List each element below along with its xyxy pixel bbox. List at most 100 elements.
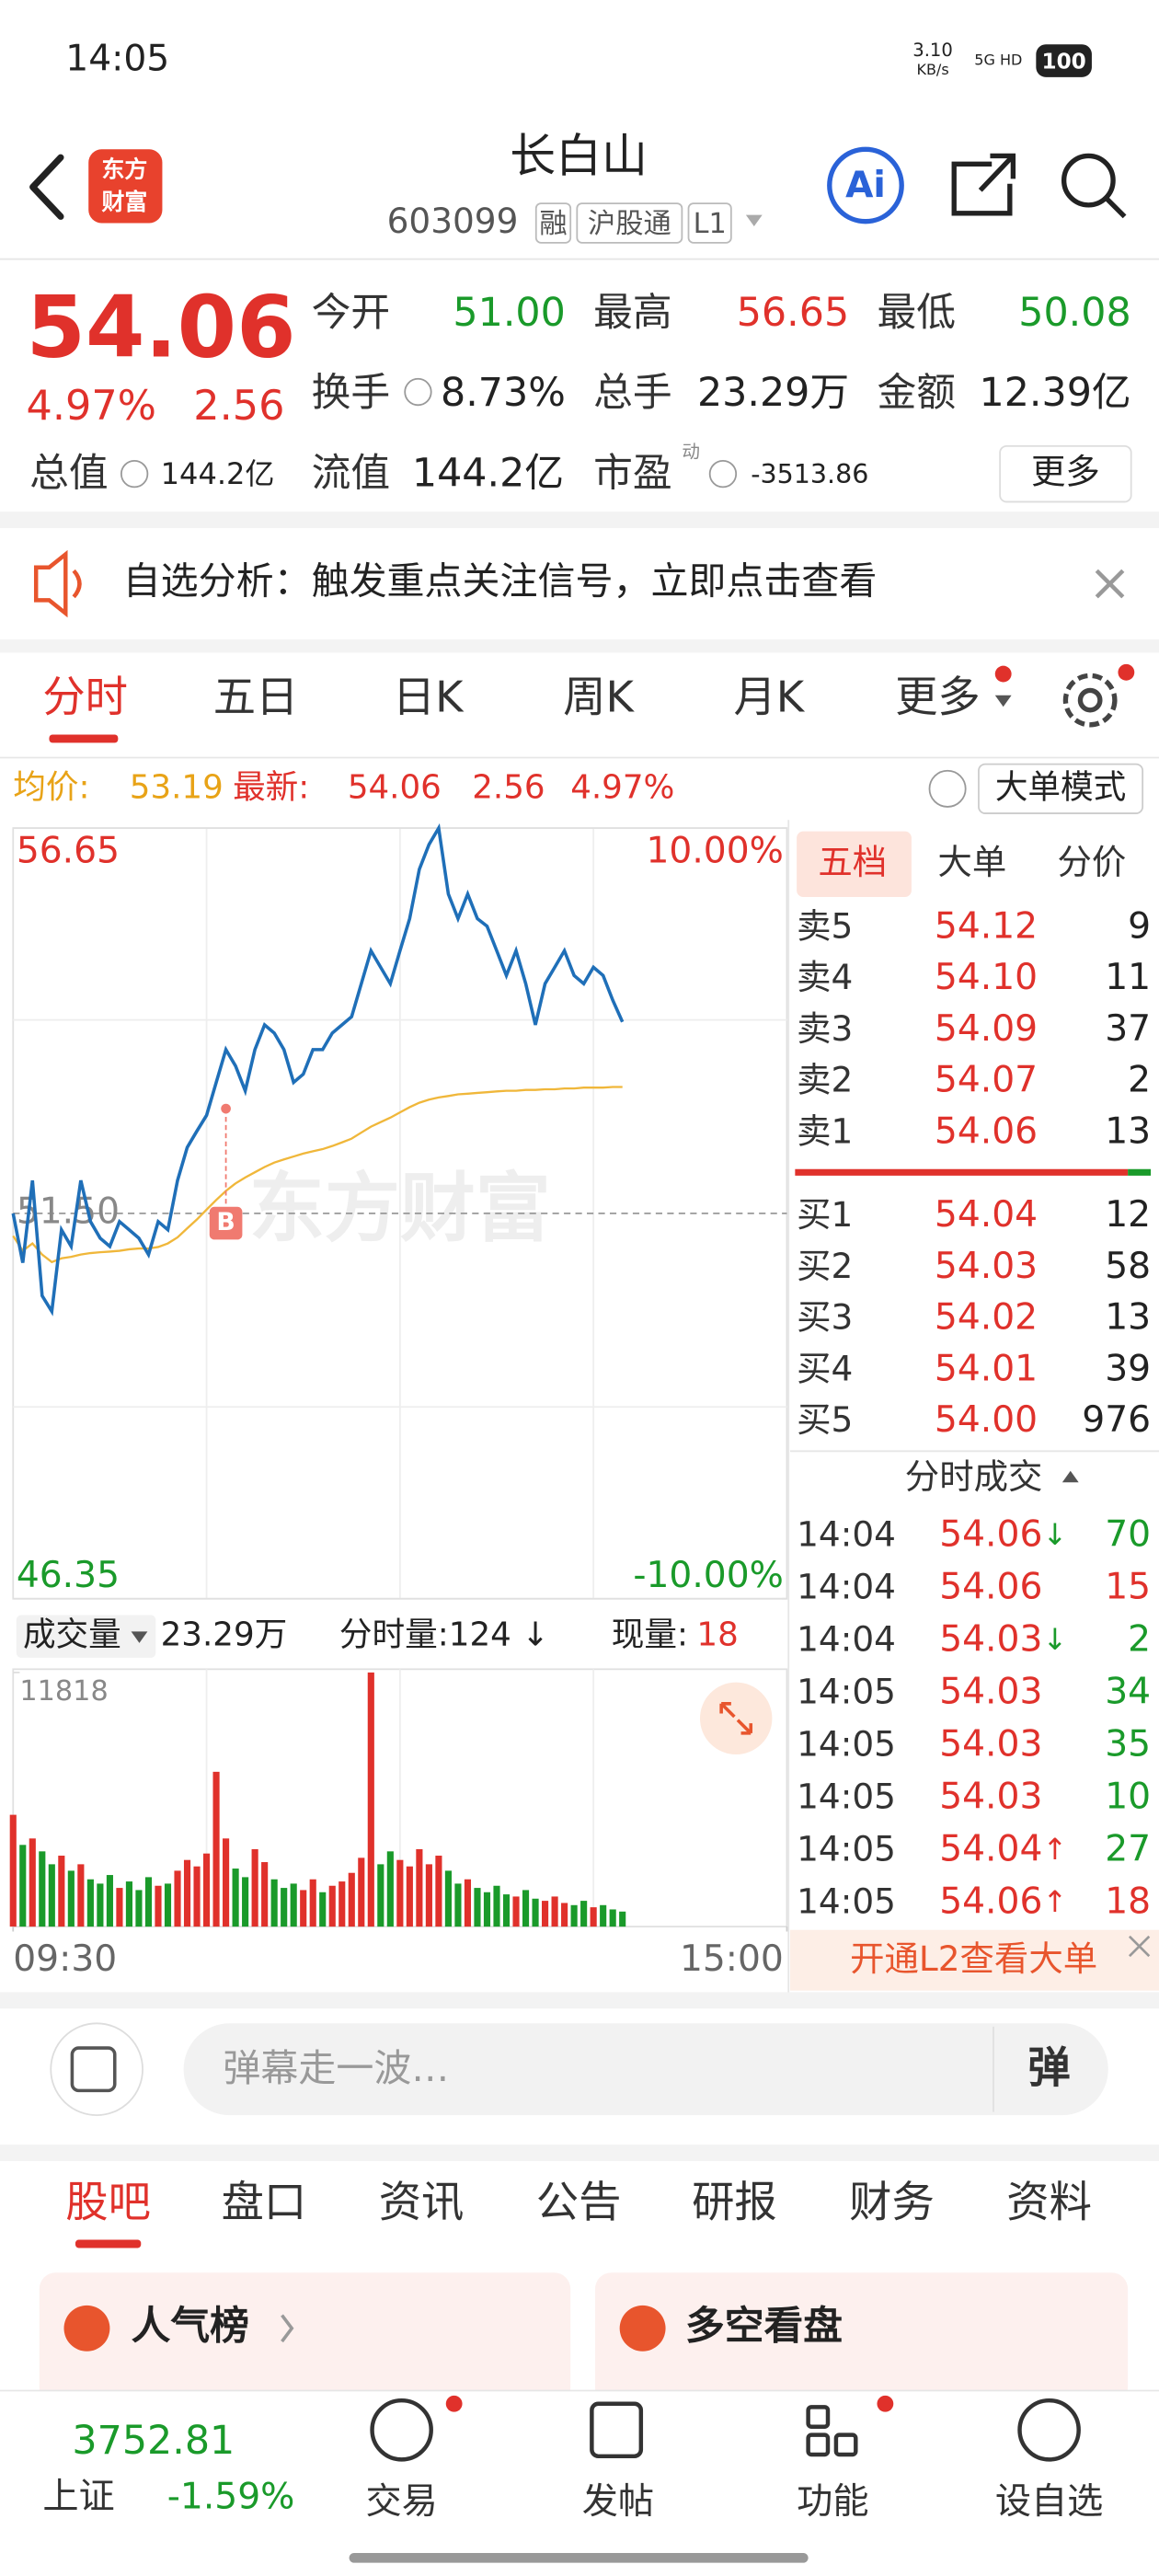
- trade-volume: 15: [1105, 1567, 1151, 1608]
- watchlist-icon[interactable]: [1017, 2398, 1081, 2462]
- more-arrow[interactable]: [994, 695, 1012, 707]
- share-button[interactable]: [951, 153, 1016, 216]
- trade-price: 54.06: [939, 1514, 1042, 1556]
- volume-bar: [106, 1875, 113, 1927]
- back-button[interactable]: [29, 154, 64, 220]
- chart-tab[interactable]: 周K: [563, 673, 635, 722]
- info-icon[interactable]: [404, 377, 432, 407]
- stock-tab[interactable]: 盘口: [222, 2178, 307, 2227]
- volume-bar: [454, 1883, 462, 1927]
- card-title[interactable]: 多空看盘: [685, 2303, 843, 2349]
- volume-bar: [19, 1845, 27, 1927]
- trade-time: 14:05: [797, 1724, 896, 1765]
- stock-tab[interactable]: 公告: [536, 2178, 622, 2227]
- nav-item[interactable]: 交易: [365, 2481, 437, 2523]
- y-tick-label: 46.35: [17, 1555, 120, 1596]
- l2-banner-label[interactable]: 开通L2查看大单: [850, 1938, 1097, 1979]
- ai-label[interactable]: Ai: [845, 165, 886, 206]
- card[interactable]: [594, 2272, 1129, 2404]
- y2-tick-label: -10.00%: [633, 1555, 784, 1596]
- book-level: 卖4: [797, 957, 853, 997]
- book-price: 54.01: [935, 1348, 1038, 1389]
- mode-button[interactable]: [978, 763, 1144, 814]
- post-icon[interactable]: [590, 2401, 644, 2459]
- trade-price: 54.06: [939, 1567, 1042, 1608]
- book-tab[interactable]: 大单: [937, 842, 1006, 882]
- nav-item[interactable]: 发帖: [582, 2481, 654, 2523]
- stock-tab[interactable]: 研报: [692, 2178, 777, 2227]
- volume-bar: [116, 1888, 123, 1927]
- chart-tab[interactable]: 五日: [213, 673, 299, 722]
- more-button-label[interactable]: 更多: [1031, 452, 1100, 492]
- help-icon[interactable]: [928, 769, 967, 808]
- field-value: 51.00: [453, 290, 565, 336]
- volume-bar: [600, 1904, 607, 1927]
- ai-button[interactable]: [827, 146, 904, 224]
- price-line: [11, 822, 625, 1317]
- status-time: 14:05: [65, 39, 169, 80]
- comment-placeholder[interactable]: 弹幕走一波…: [223, 2046, 449, 2090]
- volume-selector-label[interactable]: 成交量: [23, 1616, 121, 1654]
- close-banner[interactable]: [1128, 1935, 1151, 1958]
- nav-item[interactable]: 设自选: [995, 2481, 1104, 2523]
- current-volume: 18: [696, 1616, 738, 1654]
- volume-bar: [58, 1856, 65, 1927]
- comment-input[interactable]: [183, 2023, 1108, 2116]
- x-tick-label: 09:30: [13, 1938, 117, 1980]
- expand-icon: [719, 1702, 753, 1735]
- feature-icon[interactable]: [806, 2405, 831, 2429]
- chart-tab[interactable]: 更多: [895, 673, 981, 722]
- volume-bar: [97, 1883, 104, 1927]
- field-value: 50.08: [1018, 290, 1130, 336]
- volume-bar: [358, 1857, 365, 1927]
- trade-icon[interactable]: [370, 2398, 433, 2462]
- feature-icon: [833, 2432, 858, 2457]
- volume-bar: [570, 1904, 578, 1927]
- search-button[interactable]: [1061, 153, 1116, 208]
- expand-button[interactable]: [699, 1682, 773, 1755]
- nav-item[interactable]: 功能: [797, 2481, 868, 2523]
- trade-price: 54.03: [939, 1672, 1042, 1713]
- volume-selector[interactable]: [16, 1615, 156, 1658]
- trade-volume: 27: [1105, 1829, 1151, 1870]
- volume-bar: [125, 1881, 132, 1927]
- stock-tab[interactable]: 财务: [849, 2178, 935, 2227]
- info-icon[interactable]: [708, 459, 738, 489]
- trade-price: 54.03: [939, 1724, 1042, 1765]
- book-tab[interactable]: 分价: [1058, 842, 1127, 882]
- field-value: 23.29万: [697, 370, 849, 416]
- notice-text[interactable]: 自选分析：触发重点关注信号，立即点击查看: [123, 559, 878, 604]
- more-button[interactable]: [999, 444, 1132, 503]
- settings-button[interactable]: [1062, 673, 1118, 728]
- chart-tab[interactable]: 分时: [42, 673, 128, 722]
- chart-tab[interactable]: 月K: [733, 673, 805, 722]
- chart-tab[interactable]: 日K: [393, 673, 465, 722]
- dropdown-arrow[interactable]: [745, 214, 763, 227]
- stock-tab[interactable]: 股吧: [65, 2178, 151, 2227]
- card[interactable]: [39, 2272, 571, 2404]
- card-icon: [63, 2305, 110, 2352]
- volume-bar: [512, 1896, 520, 1927]
- trades-title[interactable]: 分时成交: [905, 1456, 1043, 1497]
- book-volume: 9: [1128, 905, 1151, 947]
- stock-tab[interactable]: 资料: [1006, 2178, 1092, 2227]
- book-tab[interactable]: 五档: [818, 842, 887, 882]
- mode-button-label[interactable]: 大单模式: [995, 768, 1127, 806]
- logo-text: 财富: [102, 189, 148, 215]
- volume-bar: [590, 1907, 597, 1927]
- volume-bar: [348, 1872, 355, 1927]
- close-notice[interactable]: [1095, 569, 1125, 599]
- comment-icon-button[interactable]: [50, 2022, 143, 2116]
- volume-bar: [39, 1851, 46, 1927]
- trades-arrow[interactable]: [1061, 1470, 1079, 1483]
- band: [0, 1992, 1159, 2009]
- card-title[interactable]: 人气榜: [132, 2303, 249, 2349]
- danmaku-button[interactable]: 弹: [1027, 2042, 1070, 2092]
- home-indicator: [349, 2552, 809, 2563]
- book-volume: 58: [1105, 1246, 1151, 1287]
- info-icon[interactable]: [120, 459, 149, 489]
- l2-banner[interactable]: [790, 1929, 1159, 1991]
- net-speed: 3.10: [912, 40, 953, 61]
- stock-tab[interactable]: 资讯: [379, 2178, 465, 2227]
